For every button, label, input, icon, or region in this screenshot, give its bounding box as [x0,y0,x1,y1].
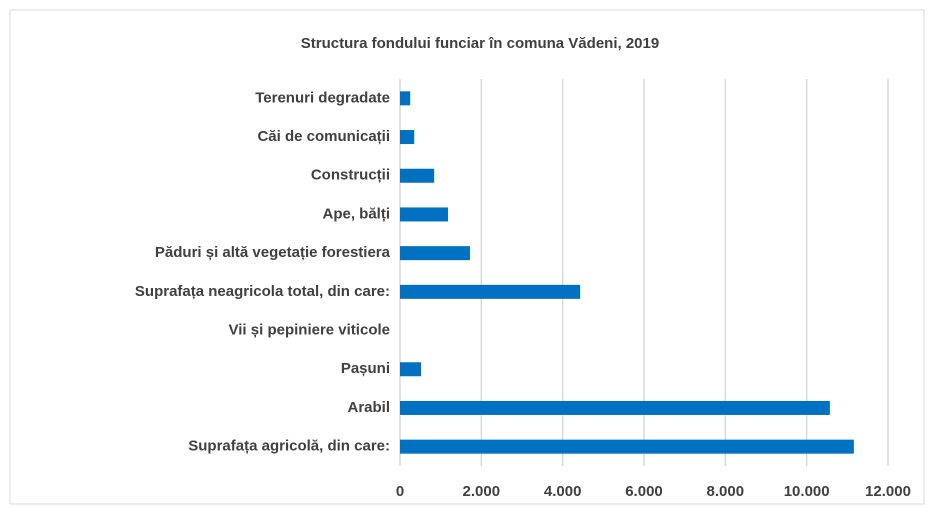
bar [400,400,830,415]
bar [400,284,581,299]
y-tick-label: Pașuni [341,360,390,377]
y-tick-label: Vii și pepiniere viticole [229,322,390,339]
chart-title: Structura fondului funciar în comuna Văd… [301,35,659,52]
bar [400,168,435,183]
bar [400,130,415,145]
y-tick-label: Suprafața agricolă, din care: [188,438,390,455]
y-tick-label: Suprafața neagricola total, din care: [135,283,390,300]
x-tick-label: 4.000 [544,483,582,500]
x-tick-label: 8.000 [707,483,745,500]
y-tick-label: Ape, bălți [322,205,390,222]
bar [400,91,411,106]
x-tick-label: 6.000 [625,483,663,500]
y-tick-label: Arabil [347,399,390,416]
y-tick-label: Construcții [311,167,390,184]
bar [400,246,470,261]
x-tick-label: 10.000 [784,483,830,500]
x-tick-label: 0 [396,483,404,500]
y-tick-label: Căi de comunicații [257,128,390,145]
y-tick-label: Terenuri degradate [255,89,390,106]
bar [400,439,854,454]
y-tick-label: Păduri și altă vegetație forestiera [155,244,391,261]
x-tick-label: 2.000 [463,483,501,500]
bar [400,207,448,222]
x-tick-label: 12.000 [865,483,911,500]
bar [400,362,422,377]
